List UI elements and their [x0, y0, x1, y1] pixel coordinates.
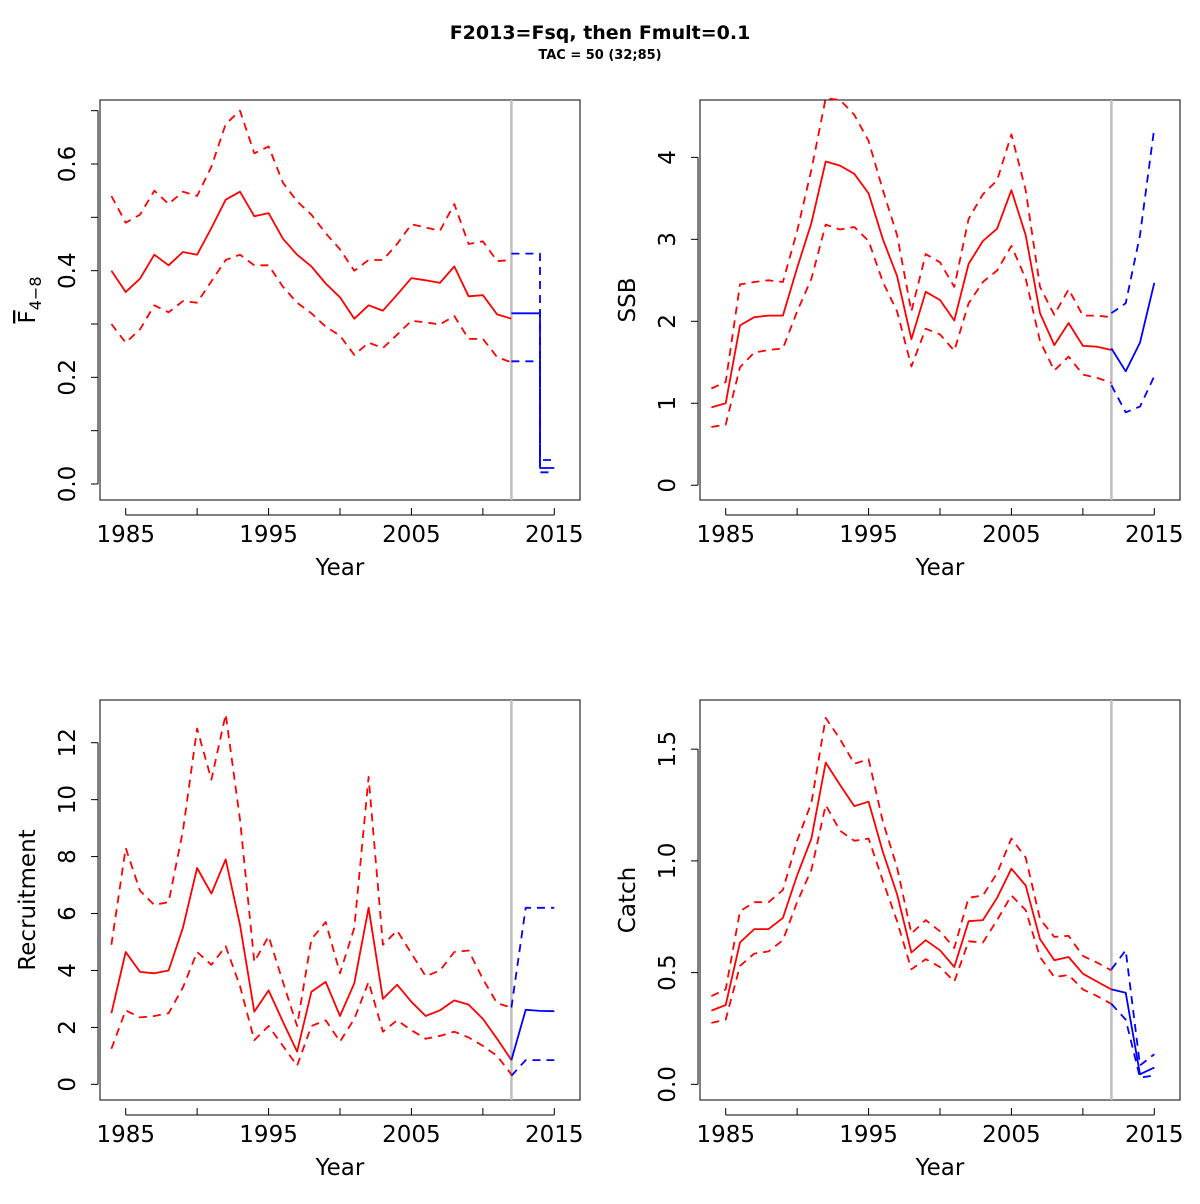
panel-top-right: 1985 1995 2005 2015 Year 0 1 2 3 4 SSB — [615, 97, 1184, 581]
forecast-bound-line — [1110, 949, 1155, 1067]
y-axis-title-subscript: 4−8 — [26, 277, 45, 311]
x-tick-label: 2015 — [1125, 1122, 1184, 1148]
historic-estimate-line — [711, 761, 1112, 1012]
y-axis-title-main: Catch — [615, 867, 641, 933]
x-tick-label: 1995 — [239, 1122, 298, 1148]
historic-bound-line — [711, 717, 1112, 997]
panel-bottom-right: 1985 1995 2005 2015 Year 0.0 0.5 1.0 1.5 Catch — [615, 699, 1184, 1181]
historic-bound-line — [110, 945, 513, 1075]
panel-bottom-left: 1985 1995 2005 2015 Year 0 2 4 6 8 10 12 Recruitment — [15, 699, 584, 1181]
historic-bound-line — [110, 253, 512, 364]
y-tick-label: 1 — [655, 396, 681, 411]
x-tick-label: 2015 — [1125, 522, 1184, 548]
y-tick-label: 0.0 — [655, 1066, 681, 1103]
x-tick-label: 1985 — [696, 1122, 755, 1148]
forecast-bound-line — [511, 252, 555, 461]
y-tick-label: 0.5 — [655, 954, 681, 991]
forecast-bound-line — [510, 1059, 555, 1077]
y-tick-label: 1.5 — [655, 731, 681, 768]
y-tick-label: 2 — [655, 314, 681, 329]
historic-bound-line — [711, 804, 1112, 1024]
panel-top-left: 1985 1995 2005 2015 Year 0.0 0.2 0.4 0.6 F4−8 — [15, 99, 584, 581]
y-tick-label: 10 — [55, 785, 81, 814]
y-tick-label: 8 — [55, 849, 81, 864]
y-axis-title-main: Recruitment — [15, 829, 41, 970]
y-tick-label: 0 — [55, 1077, 81, 1092]
y-tick-label: 3 — [655, 232, 681, 247]
historic-estimate-line — [711, 160, 1112, 409]
x-tick-label: 1985 — [96, 522, 155, 548]
y-tick-label: 0.0 — [55, 466, 81, 503]
y-axis-title: Recruitment — [15, 829, 41, 970]
x-axis-title: Year — [915, 555, 965, 581]
x-axis-title: Year — [915, 1155, 965, 1181]
y-tick-label: 0.6 — [55, 146, 81, 183]
x-tick-label: 2015 — [525, 522, 584, 548]
forecast-bound-line — [1110, 1003, 1155, 1079]
y-tick-label: 6 — [55, 906, 81, 921]
historic-estimate-line — [110, 190, 512, 320]
plot-frame — [699, 699, 1181, 1101]
forecast-estimate-line — [511, 312, 555, 469]
historic-bound-line — [711, 97, 1112, 390]
forecast-bound-line — [510, 906, 555, 1008]
x-tick-label: 1995 — [839, 522, 898, 548]
y-axis-title: F4−8 — [15, 277, 45, 324]
y-tick-label: 12 — [55, 728, 81, 757]
x-tick-label: 2005 — [982, 522, 1041, 548]
historic-bound-line — [110, 109, 512, 272]
forecast-bound-line — [1110, 127, 1156, 314]
x-axis-title: Year — [315, 1155, 365, 1181]
x-tick-label: 1995 — [239, 522, 298, 548]
x-tick-label: 2015 — [525, 1122, 584, 1148]
y-axis-title-main: F — [15, 310, 41, 323]
plot-frame — [99, 99, 581, 501]
forecast-estimate-line — [1110, 282, 1156, 373]
historic-bound-line — [711, 223, 1112, 428]
y-axis-title: SSB — [615, 278, 641, 323]
plot-frame — [99, 699, 581, 1101]
forecast-estimate-line — [1111, 988, 1155, 1076]
x-tick-label: 2005 — [382, 522, 441, 548]
x-tick-label: 1985 — [96, 1122, 155, 1148]
y-axis-title-main: SSB — [615, 278, 641, 323]
x-tick-label: 2005 — [382, 1122, 441, 1148]
x-tick-label: 1995 — [839, 1122, 898, 1148]
y-tick-label: 2 — [55, 1020, 81, 1035]
historic-bound-line — [110, 713, 512, 1027]
plot-frame — [699, 99, 1181, 501]
y-tick-label: 4 — [55, 963, 81, 978]
y-tick-label: 0.2 — [55, 359, 81, 396]
forecast-estimate-line — [510, 1008, 555, 1061]
y-axis-title: Catch — [615, 867, 641, 933]
y-tick-label: 1.0 — [655, 843, 681, 880]
forecast-bound-line — [511, 360, 555, 474]
y-tick-label: 0 — [655, 478, 681, 493]
chart-title: F2013=Fsq, then Fmult=0.1 — [449, 22, 751, 44]
y-tick-label: 4 — [655, 150, 681, 165]
y-tick-label: 0.4 — [55, 252, 81, 289]
historic-estimate-line — [110, 858, 513, 1061]
x-tick-label: 2005 — [982, 1122, 1041, 1148]
chart-subtitle: TAC = 50 (32;85) — [538, 48, 662, 63]
x-axis-title: Year — [315, 555, 365, 581]
x-tick-label: 1985 — [696, 522, 755, 548]
forecast-bound-line — [1110, 375, 1156, 414]
